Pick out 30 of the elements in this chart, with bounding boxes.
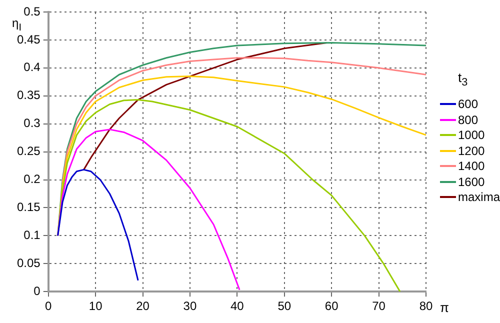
y-tick-label: 0.3: [24, 116, 41, 130]
legend-label: 600: [458, 97, 478, 112]
y-tick-label: 0: [34, 284, 41, 298]
x-tick-label: 60: [324, 299, 339, 314]
x-tick-label: 0: [45, 299, 52, 314]
y-tick-label: 0.05: [16, 256, 41, 270]
legend-label: 1600: [458, 174, 485, 189]
y-tick-label: 0.15: [16, 200, 41, 214]
x-tick-label: 10: [88, 299, 103, 314]
legend-label: 1400: [458, 159, 485, 174]
y-tick-label: 0.4: [24, 60, 41, 74]
y-tick-label: 0.45: [16, 32, 41, 46]
legend-label: 1200: [458, 144, 485, 158]
y-tick-label: 0.1: [24, 228, 41, 242]
y-tick-label: 0.25: [16, 144, 41, 158]
legend-title: t$_{3}$: [458, 70, 469, 89]
legend-label: 1000: [458, 128, 485, 142]
y-tick-label: 0.2: [24, 172, 41, 186]
x-tick-label: 30: [183, 299, 197, 314]
x-tick-label: 50: [278, 299, 292, 314]
x-tick-label: 20: [136, 299, 150, 314]
y-tick-label: 0.35: [16, 88, 41, 102]
x-tick-label: 40: [230, 299, 244, 314]
x-tick-label: 80: [419, 299, 433, 314]
y-axis-title: η$_{I}$: [12, 16, 22, 34]
x-tick-label: 70: [372, 299, 386, 314]
y-tick-label: 0.5: [24, 4, 41, 18]
legend-label: maxima: [458, 190, 500, 204]
x-axis-title: π: [440, 300, 449, 315]
legend-label: 800: [458, 112, 478, 127]
